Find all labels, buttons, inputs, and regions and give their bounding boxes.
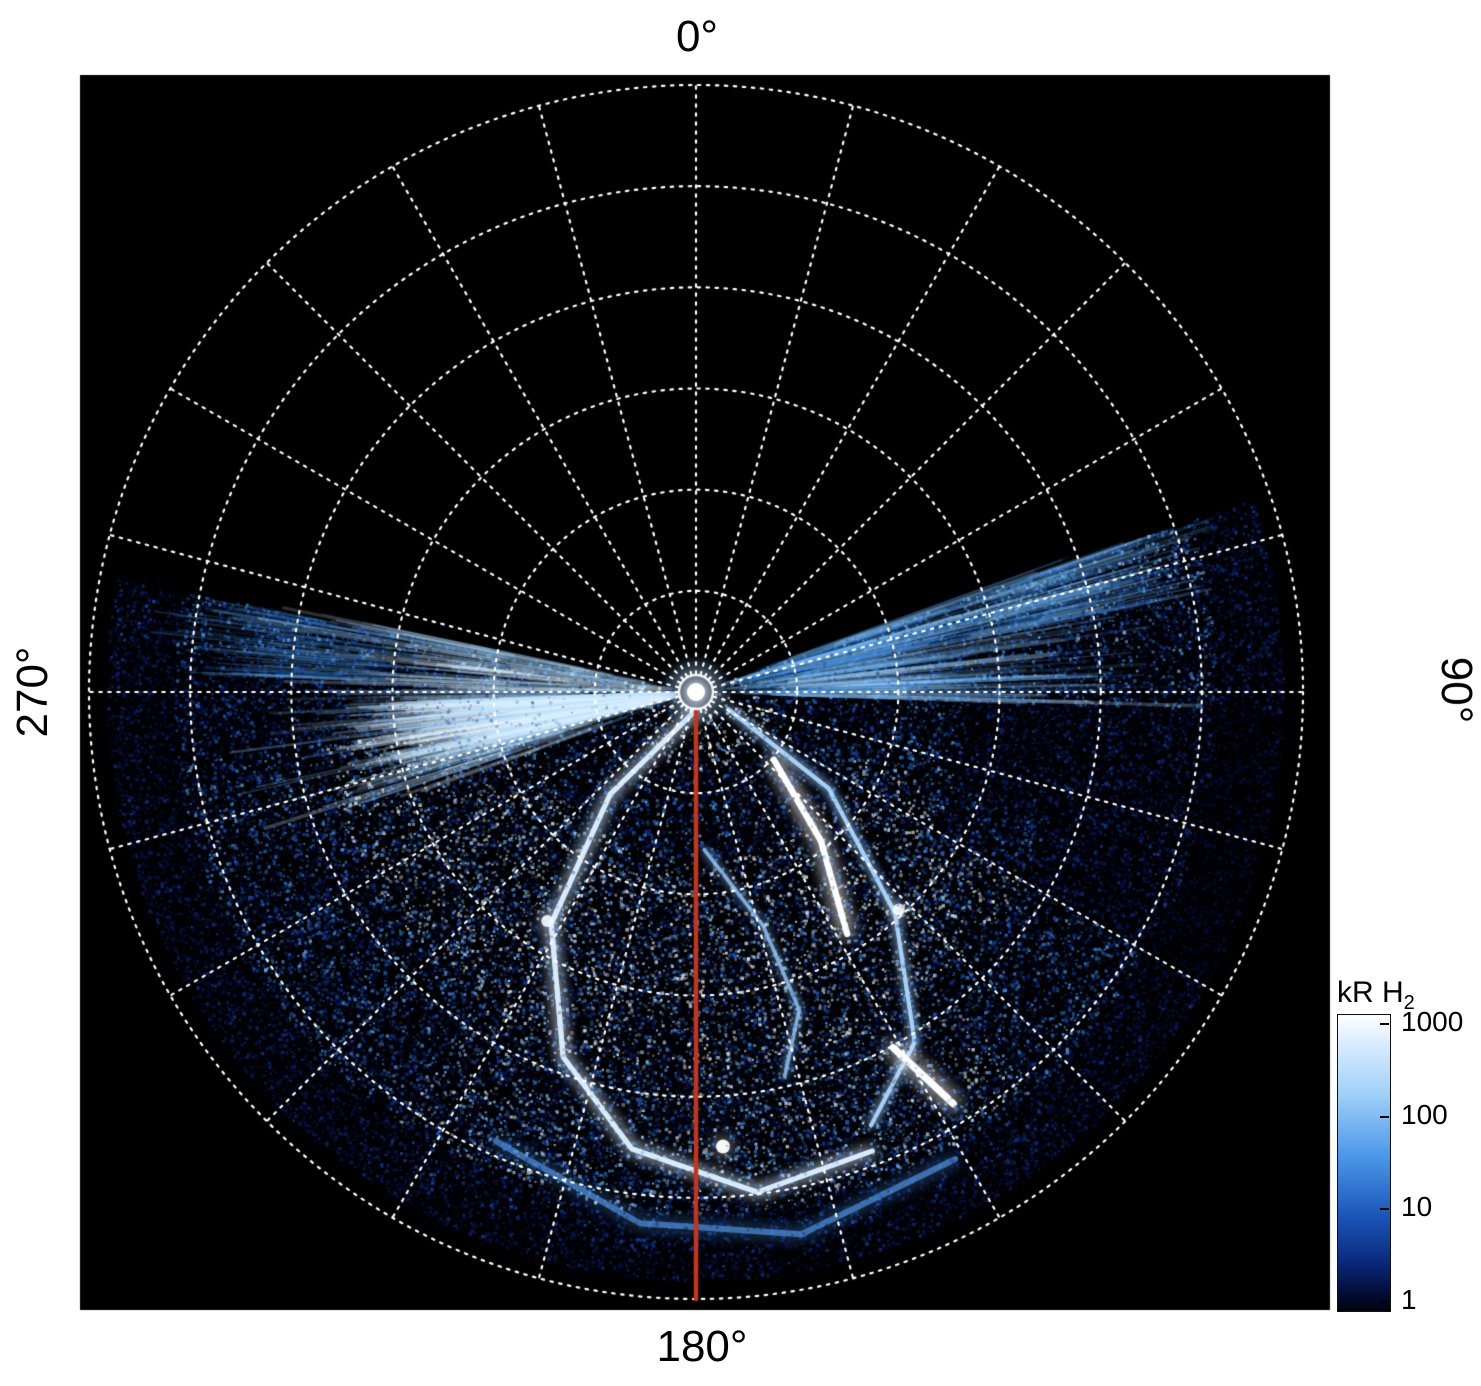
colorbar-tick-mark <box>1380 1116 1389 1118</box>
colorbar-tick-mark <box>1380 1301 1389 1303</box>
colorbar-tick-label: 1 <box>1401 1284 1417 1315</box>
colorbar-tick-mark <box>1380 1208 1389 1210</box>
colorbar-title: kR H2 <box>1337 976 1415 1015</box>
colorbar-tick-mark <box>1380 1023 1389 1025</box>
angle-label-90: 90° <box>1432 656 1481 724</box>
colorbar: kR H2 1000 100 10 1 <box>1337 976 1481 1326</box>
angle-label-0: 0° <box>675 12 719 61</box>
colorbar-tick-label: 1000 <box>1401 1006 1464 1037</box>
colorbar-title-subscript: 2 <box>1403 992 1415 1014</box>
angle-label-180: 180° <box>656 1322 748 1371</box>
colorbar-tick-label: 10 <box>1401 1191 1433 1222</box>
angle-label-270: 270° <box>8 646 57 738</box>
colorbar-title-text: kR H <box>1337 976 1404 1009</box>
colorbar-gradient <box>1337 1014 1391 1312</box>
colorbar-tick-label: 100 <box>1401 1099 1448 1130</box>
